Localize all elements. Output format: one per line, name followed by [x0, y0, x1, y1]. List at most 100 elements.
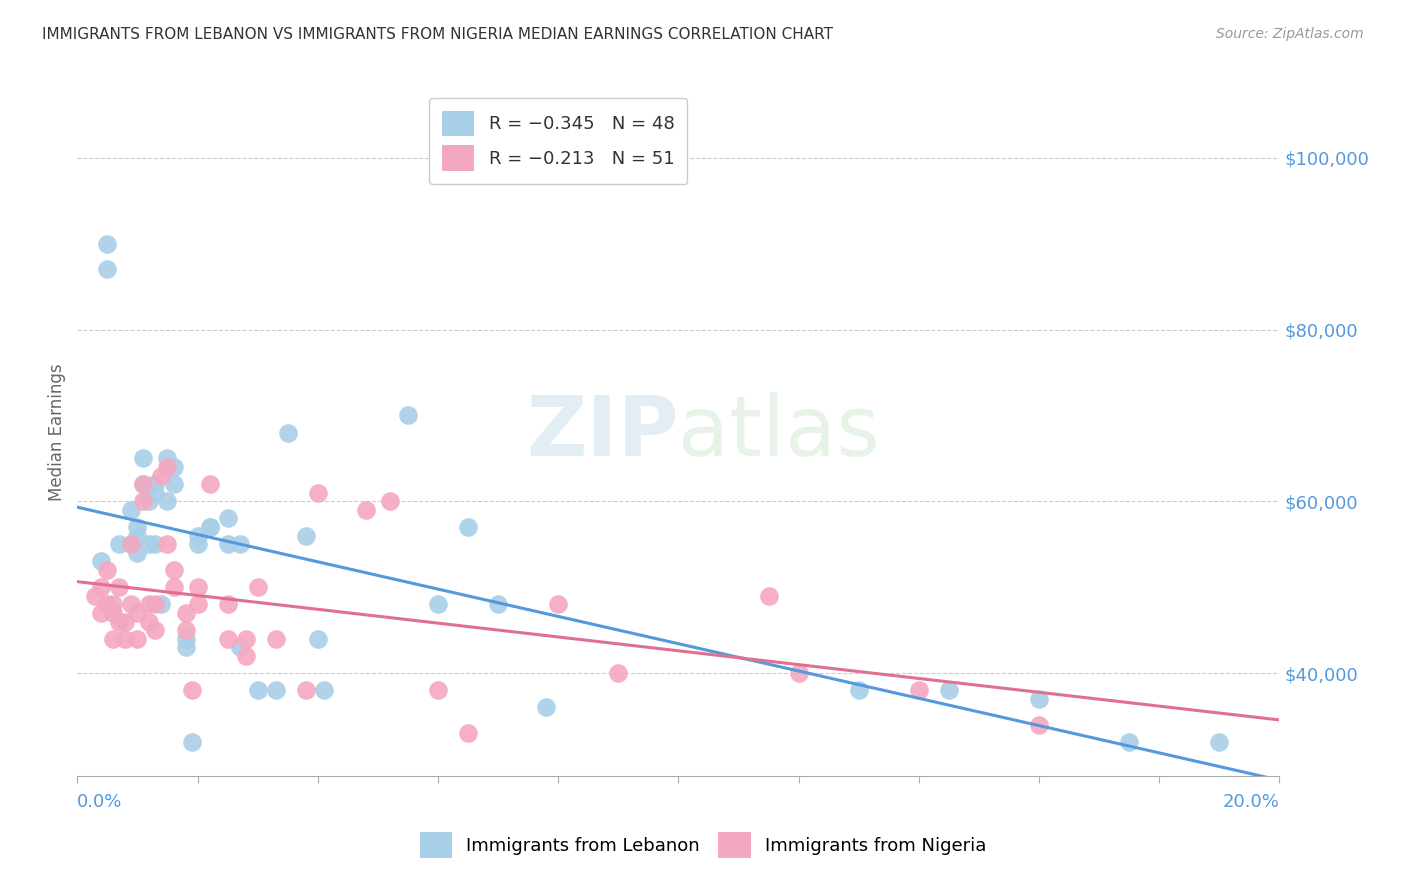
Point: [96, 563, 118, 577]
Point: [427, 598, 450, 612]
Point: [138, 537, 160, 551]
Point: [758, 589, 780, 603]
Point: [120, 503, 142, 517]
Text: Source: ZipAtlas.com: Source: ZipAtlas.com: [1216, 27, 1364, 41]
Point: [848, 683, 870, 698]
Point: [132, 477, 155, 491]
Point: [145, 477, 167, 491]
Point: [156, 459, 179, 474]
Point: [457, 726, 479, 740]
Point: [187, 537, 209, 551]
Point: [264, 632, 287, 646]
Point: [103, 598, 125, 612]
Point: [114, 615, 136, 629]
Point: [103, 632, 125, 646]
Point: [103, 606, 125, 620]
Point: [84, 589, 107, 603]
Point: [180, 683, 202, 698]
Point: [174, 623, 197, 637]
Point: [1028, 717, 1050, 731]
Point: [378, 494, 401, 508]
Point: [277, 425, 299, 440]
Point: [127, 606, 149, 620]
Point: [156, 451, 179, 466]
Point: [132, 494, 155, 508]
Point: [127, 546, 149, 560]
Point: [217, 632, 239, 646]
Y-axis label: Median Earnings: Median Earnings: [48, 364, 66, 501]
Point: [108, 537, 131, 551]
Point: [174, 606, 197, 620]
Point: [127, 528, 149, 542]
Point: [162, 459, 184, 474]
Point: [138, 598, 160, 612]
Point: [264, 683, 287, 698]
Point: [547, 598, 569, 612]
Point: [198, 477, 221, 491]
Point: [198, 520, 221, 534]
Point: [938, 683, 960, 698]
Point: [294, 683, 316, 698]
Point: [187, 580, 209, 594]
Point: [307, 485, 329, 500]
Point: [120, 537, 142, 551]
Point: [1208, 735, 1230, 749]
Point: [486, 598, 509, 612]
Point: [354, 503, 377, 517]
Point: [145, 537, 167, 551]
Point: [228, 537, 250, 551]
Point: [294, 528, 316, 542]
Point: [132, 451, 155, 466]
Point: [90, 554, 112, 568]
Point: [145, 598, 167, 612]
Point: [457, 520, 479, 534]
Point: [145, 623, 167, 637]
Point: [1118, 735, 1140, 749]
Point: [217, 598, 239, 612]
Point: [235, 648, 257, 663]
Point: [217, 511, 239, 525]
Point: [217, 537, 239, 551]
Text: IMMIGRANTS FROM LEBANON VS IMMIGRANTS FROM NIGERIA MEDIAN EARNINGS CORRELATION C: IMMIGRANTS FROM LEBANON VS IMMIGRANTS FR…: [42, 27, 834, 42]
Point: [120, 537, 142, 551]
Text: 0.0%: 0.0%: [77, 793, 122, 811]
Text: 20.0%: 20.0%: [1223, 793, 1279, 811]
Point: [96, 598, 118, 612]
Text: atlas: atlas: [679, 392, 880, 473]
Point: [96, 236, 118, 251]
Point: [534, 700, 557, 714]
Point: [138, 494, 160, 508]
Point: [307, 632, 329, 646]
Point: [156, 537, 179, 551]
Point: [607, 665, 630, 680]
Point: [96, 262, 118, 277]
Point: [114, 632, 136, 646]
Point: [120, 598, 142, 612]
Point: [145, 485, 167, 500]
Point: [162, 477, 184, 491]
Text: ZIP: ZIP: [526, 392, 679, 473]
Point: [246, 683, 269, 698]
Point: [90, 606, 112, 620]
Point: [150, 598, 173, 612]
Point: [180, 735, 202, 749]
Point: [108, 615, 131, 629]
Point: [138, 615, 160, 629]
Point: [1028, 691, 1050, 706]
Point: [174, 640, 197, 655]
Point: [127, 520, 149, 534]
Point: [235, 632, 257, 646]
Point: [162, 563, 184, 577]
Point: [108, 580, 131, 594]
Point: [127, 632, 149, 646]
Point: [312, 683, 335, 698]
Point: [198, 520, 221, 534]
Point: [187, 598, 209, 612]
Legend: R = −0.345   N = 48, R = −0.213   N = 51: R = −0.345 N = 48, R = −0.213 N = 51: [429, 98, 688, 184]
Point: [174, 632, 197, 646]
Point: [150, 468, 173, 483]
Point: [396, 409, 419, 423]
Point: [162, 580, 184, 594]
Point: [228, 640, 250, 655]
Point: [787, 665, 810, 680]
